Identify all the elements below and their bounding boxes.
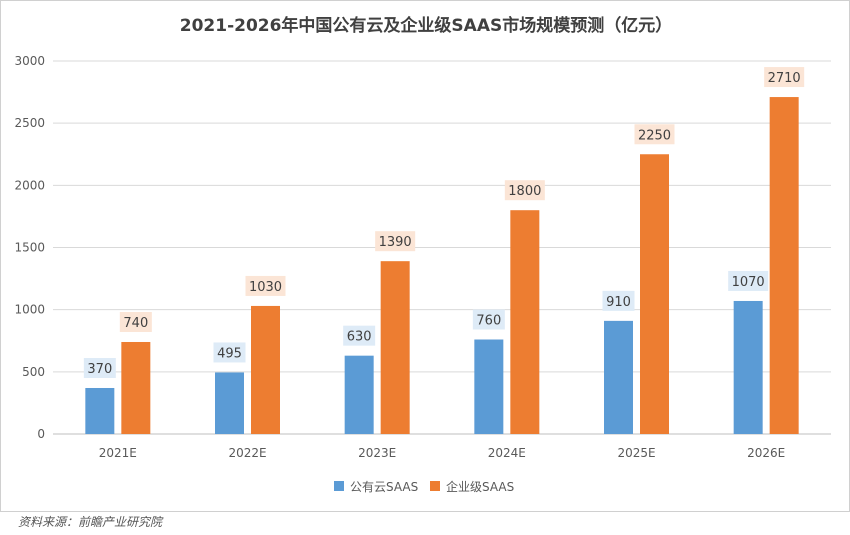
data-label: 910: [606, 295, 631, 310]
data-label: 760: [476, 314, 501, 329]
chart-title: 2021-2026年中国公有云及企业级SAAS市场规模预测（亿元）: [180, 15, 673, 36]
data-label: 2710: [768, 71, 801, 86]
bar: [344, 355, 374, 434]
x-tick-label: 2025E: [617, 446, 655, 460]
bar: [215, 372, 244, 434]
y-tick-label: 1500: [14, 241, 45, 255]
data-label-bg: [634, 124, 675, 145]
data-label: 370: [87, 362, 112, 377]
data-label-bg: [375, 231, 416, 252]
data-label: 2250: [638, 128, 671, 143]
legend: 公有云SAAS 企业级SAAS: [334, 479, 514, 494]
data-label: 1070: [732, 275, 765, 290]
y-tick-label: 3000: [14, 54, 45, 68]
data-label: 630: [347, 330, 372, 345]
bars: [85, 97, 799, 434]
data-label-bg: [343, 325, 376, 346]
data-label: 495: [217, 346, 242, 361]
bar: [474, 339, 504, 434]
x-tick-label: 2023E: [358, 446, 396, 460]
legend-swatch: [334, 481, 344, 491]
data-label: 1800: [508, 184, 541, 199]
y-tick-label: 0: [37, 427, 45, 441]
bar: [121, 341, 151, 434]
bar-chart: 2021-2026年中国公有云及企业级SAAS市场规模预测（亿元） 0 500 10…: [14, 15, 831, 494]
bar: [510, 210, 540, 434]
bar: [604, 320, 633, 434]
data-label: 740: [123, 316, 148, 331]
data-label-bg: [602, 290, 635, 311]
y-tick-label: 2500: [14, 116, 45, 130]
data-label-bg: [213, 342, 246, 363]
y-tick-label: 2000: [14, 178, 45, 192]
bar: [769, 97, 799, 434]
legend-swatch: [430, 481, 440, 491]
data-label-bg: [245, 275, 286, 296]
legend-label: 企业级SAAS: [446, 479, 514, 494]
x-tick-label: 2024E: [488, 446, 526, 460]
data-label-bg: [728, 270, 769, 291]
data-label-bg: [119, 311, 152, 332]
data-label-bg: [764, 67, 805, 88]
bar: [251, 305, 280, 434]
gridlines: [53, 60, 831, 435]
data-label: 1390: [379, 235, 412, 250]
x-tick-label: 2022E: [228, 446, 266, 460]
bar: [380, 261, 410, 434]
data-label: 1030: [249, 280, 282, 295]
bar: [733, 300, 763, 434]
legend-label: 公有云SAAS: [350, 480, 418, 494]
data-label-bg: [472, 309, 505, 330]
y-axis-ticks: 0 500 1000 1500 2000 2500 3000: [14, 54, 45, 441]
chart-frame: 2021-2026年中国公有云及企业级SAAS市场规模预测（亿元） 0 500 10…: [0, 0, 850, 512]
data-labels: 370 740 495 1030 630 1390 760 1800 910 2250 1070 27…: [83, 67, 805, 378]
y-tick-label: 1000: [14, 303, 45, 317]
bar: [85, 387, 115, 434]
y-tick-label: 500: [22, 365, 45, 379]
source-note: 资料来源：前瞻产业研究院: [18, 515, 163, 529]
bar: [640, 154, 669, 434]
x-axis-ticks: 2021E 2022E 2023E 2024E 2025E 2026E: [99, 446, 785, 460]
data-label-bg: [83, 357, 116, 378]
x-tick-label: 2021E: [99, 446, 137, 460]
x-tick-label: 2026E: [747, 446, 785, 460]
data-label-bg: [504, 180, 545, 201]
